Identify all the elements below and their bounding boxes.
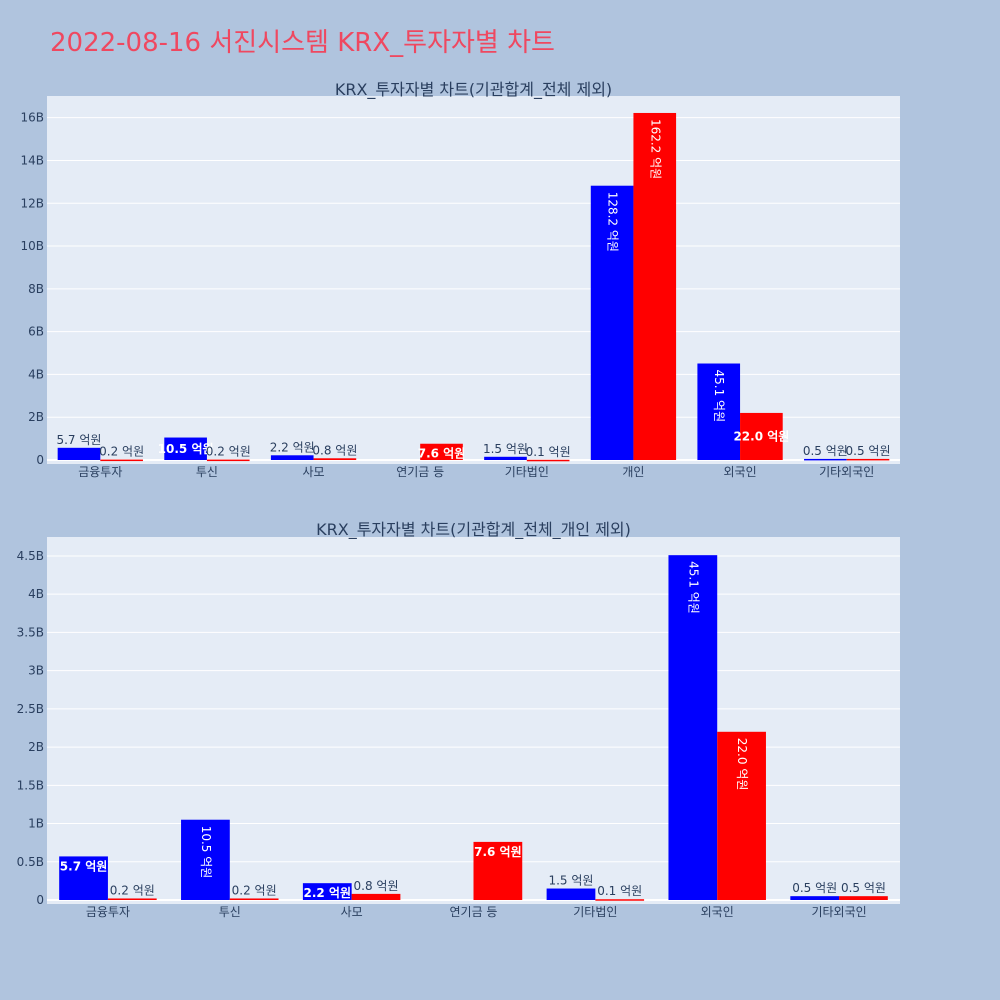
bar xyxy=(804,458,847,461)
data-label: 0.5 억원 xyxy=(792,881,837,895)
bar xyxy=(57,447,101,460)
data-label: 1.5 억원 xyxy=(548,874,593,888)
x-tick-label: 금융투자 xyxy=(86,905,130,919)
bar xyxy=(420,443,463,460)
data-label: 0.1 억원 xyxy=(526,445,571,459)
y-tick-label: 4.5B xyxy=(17,549,44,563)
y-tick-label: 3.5B xyxy=(17,625,44,639)
data-label: 7.6 억원 xyxy=(474,845,522,859)
y-tick-label: 2.5B xyxy=(17,702,44,716)
data-label: 45.1 억원 xyxy=(686,561,700,614)
bar xyxy=(302,883,352,900)
bar xyxy=(351,893,401,900)
data-label: 10.5 억원 xyxy=(158,442,214,456)
y-tick-label: 1.5B xyxy=(17,778,44,792)
data-label: 0.2 억원 xyxy=(232,883,277,897)
bar xyxy=(473,841,523,900)
data-label: 128.2 억원 xyxy=(606,192,620,252)
bar xyxy=(790,896,840,900)
y-tick-label: 4B xyxy=(28,367,44,381)
plot-area xyxy=(47,96,900,464)
data-label: 0.2 억원 xyxy=(99,445,144,459)
y-tick-label: 2B xyxy=(28,410,44,424)
y-tick-label: 8B xyxy=(28,282,44,296)
bar xyxy=(595,899,645,901)
y-tick-label: 3B xyxy=(28,664,44,678)
bar xyxy=(839,896,888,900)
y-tick-label: 2B xyxy=(28,740,44,754)
y-tick-label: 4B xyxy=(28,587,44,601)
bar xyxy=(484,456,527,460)
bar xyxy=(633,112,677,461)
data-label: 22.0 억원 xyxy=(733,429,789,443)
data-label: 10.5 억원 xyxy=(199,826,213,879)
y-tick-label: 16B xyxy=(20,111,44,125)
data-label: 0.8 억원 xyxy=(354,879,399,893)
x-tick-label: 연기금 등 xyxy=(396,465,444,479)
bar xyxy=(526,459,570,462)
bar xyxy=(181,819,230,900)
y-tick-label: 0.5B xyxy=(17,855,44,869)
x-tick-label: 연기금 등 xyxy=(450,905,498,919)
x-tick-label: 개인 xyxy=(622,465,644,479)
data-label: 2.2 억원 xyxy=(270,440,315,454)
bar xyxy=(100,459,143,462)
y-tick-label: 14B xyxy=(20,153,44,167)
data-label: 2.2 억원 xyxy=(304,886,352,900)
data-label: 162.2 억원 xyxy=(648,119,662,179)
x-tick-label: 기타법인 xyxy=(573,905,617,919)
chart-title: KRX_투자자별 차트(기관합계_전체_개인 제외) xyxy=(316,520,631,540)
page-title: 2022-08-16 서진시스템 KRX_투자자별 차트 xyxy=(50,28,555,58)
x-tick-label: 기타법인 xyxy=(505,465,549,479)
bar xyxy=(740,412,783,460)
data-label: 22.0 억원 xyxy=(735,738,749,791)
data-label: 45.1 억원 xyxy=(712,370,726,423)
data-label: 7.6 억원 xyxy=(418,447,466,461)
x-tick-label: 투신 xyxy=(219,905,241,919)
chart-bottom: 0 0.5B 1B 1.5B 2B 2.5B 3B 3.5B 4B 4.5B KRX_투자자별 차트… xyxy=(17,520,900,919)
data-label: 0.2 억원 xyxy=(206,445,251,459)
bar xyxy=(717,731,766,900)
x-tick-label: 사모 xyxy=(303,465,325,479)
chart-title: KRX_투자자별 차트(기관합계_전체 제외) xyxy=(335,80,612,100)
y-tick-label: 12B xyxy=(20,196,44,210)
data-label: 0.5 억원 xyxy=(841,881,886,895)
data-label: 0.1 억원 xyxy=(597,884,642,898)
data-label: 0.8 억원 xyxy=(312,443,357,457)
x-tick-label: 외국인 xyxy=(724,465,757,479)
x-tick-label: 기타외국인 xyxy=(811,905,866,919)
bar xyxy=(697,363,741,460)
data-label: 0.5 억원 xyxy=(846,444,891,458)
x-tick-label: 외국인 xyxy=(701,905,734,919)
bar xyxy=(164,437,207,460)
x-tick-label: 금융투자 xyxy=(78,465,122,479)
data-label: 1.5 억원 xyxy=(483,442,528,456)
bar xyxy=(229,898,279,900)
bar xyxy=(206,459,250,462)
chart-top: 0 2B 4B 6B 8B 10B 12B 14B 16B KRX_투자자별 차트(기관합계_전체… xyxy=(20,80,900,479)
y-tick-label: 6B xyxy=(28,325,44,339)
data-label: 0.2 억원 xyxy=(110,883,155,897)
bar xyxy=(846,458,890,461)
bar xyxy=(59,856,108,900)
y-tick-label: 1B xyxy=(28,817,44,831)
y-tick-label: 10B xyxy=(20,239,44,253)
bar xyxy=(546,888,596,900)
bar xyxy=(270,455,314,460)
data-label: 5.7 억원 xyxy=(60,859,108,873)
bar xyxy=(590,185,634,461)
y-tick-label: 0 xyxy=(36,453,44,467)
bar xyxy=(107,898,157,900)
x-tick-label: 투신 xyxy=(196,465,218,479)
x-tick-label: 사모 xyxy=(341,905,363,919)
bar xyxy=(668,555,718,900)
bar xyxy=(313,458,357,460)
y-tick-label: 0 xyxy=(36,893,44,907)
x-tick-label: 기타외국인 xyxy=(819,465,874,479)
data-label: 5.7 억원 xyxy=(56,433,101,447)
data-label: 0.5 억원 xyxy=(803,444,848,458)
